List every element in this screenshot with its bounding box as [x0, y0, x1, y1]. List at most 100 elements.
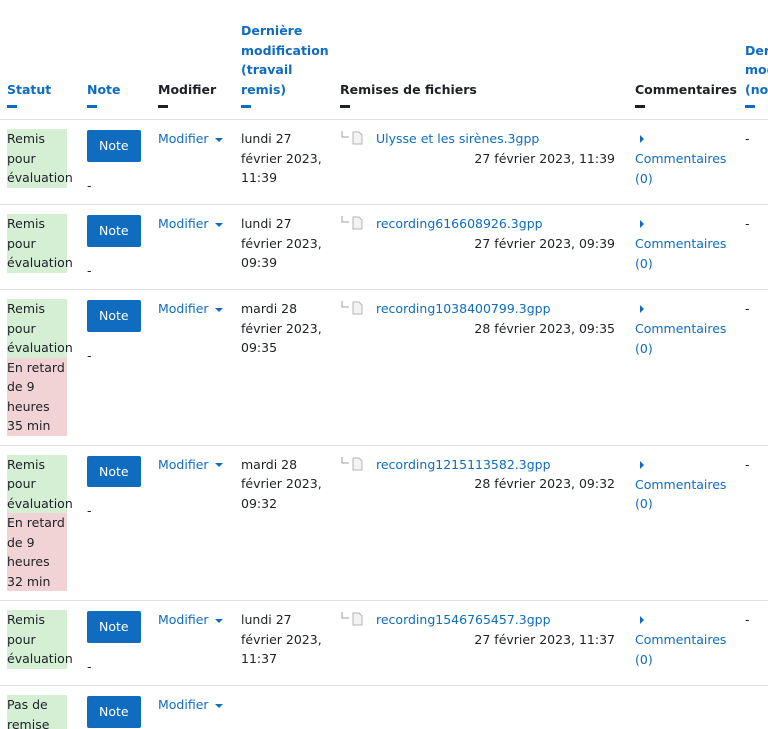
modified-date: lundi 27 février 2023, 11:37 — [241, 612, 322, 666]
grade-cell: Note - — [80, 289, 151, 446]
files-cell: recording616608926.3gpp 27 février 2023, … — [333, 204, 628, 290]
collapse-icon[interactable] — [340, 105, 350, 108]
edit-menu[interactable]: Modifier — [158, 697, 209, 712]
caret — [214, 222, 223, 227]
grade-button[interactable]: Note — [87, 215, 141, 247]
submission-row: Remis pour évaluation Note - Modifier lundi … — [0, 204, 768, 290]
expand-icon[interactable] — [640, 135, 644, 143]
status-cell: Remis pour évaluation En retard de 9 heur… — [0, 289, 80, 446]
comments-cell: Commentaires (0) — [628, 445, 738, 601]
collapse-icon[interactable] — [745, 105, 755, 108]
modified-cell: lundi 27 février 2023, 11:39 — [234, 119, 333, 205]
grade-cell: Note - — [80, 445, 151, 601]
file-link[interactable]: recording1038400799.3gpp — [376, 301, 551, 316]
comments-link[interactable]: Commentaires (0) — [635, 236, 727, 271]
edit-menu[interactable]: Modifier — [158, 612, 209, 627]
comments-link[interactable]: Commentaires (0) — [635, 476, 727, 512]
grade-button[interactable]: Note — [87, 611, 141, 643]
edit-menu[interactable]: Modifier — [158, 216, 209, 231]
column-header: Statut — [0, 0, 80, 120]
grade-modified: - — [745, 301, 750, 316]
comments-cell: Commentaires (0) — [628, 119, 738, 205]
files-cell — [333, 685, 628, 729]
submission-row: Pas de remise Note Modifier — [0, 685, 768, 729]
file-link[interactable]: recording1546765457.3gpp — [376, 612, 551, 627]
grade-cell: Note — [80, 685, 151, 729]
status-cell: Remis pour évaluation — [0, 600, 80, 686]
collapse-icon[interactable] — [7, 105, 17, 108]
status: Pas de remise — [7, 695, 67, 729]
status: Remis pour évaluation — [7, 214, 73, 273]
edit-menu[interactable]: Modifier — [158, 131, 209, 146]
collapse-icon[interactable] — [158, 105, 168, 108]
edit-menu[interactable]: Modifier — [158, 456, 209, 472]
collapse-icon[interactable] — [87, 105, 97, 108]
edit-menu[interactable]: Modifier — [158, 301, 209, 316]
grade-modified-cell: - — [738, 445, 768, 601]
header-label: Remises de fichiers — [340, 81, 477, 97]
expand-icon[interactable] — [640, 220, 644, 228]
header-label[interactable]: Note — [87, 81, 121, 97]
modified-cell: lundi 27 février 2023, 09:39 — [234, 204, 333, 290]
caret — [214, 463, 223, 467]
modified-cell: lundi 27 février 2023, 11:37 — [234, 600, 333, 686]
file-icon — [340, 456, 366, 471]
grade-modified-cell: - — [738, 289, 768, 446]
grade-modified-cell — [738, 685, 768, 729]
comments-cell: Commentaires (0) — [628, 289, 738, 446]
caret — [214, 618, 223, 623]
grade-modified: - — [745, 216, 750, 231]
modified-date: mardi 28 février 2023, 09:32 — [241, 456, 322, 511]
grade-modified: - — [745, 456, 750, 472]
header-label: Commentaires — [635, 81, 737, 97]
grade-modified: - — [745, 131, 750, 146]
header-label[interactable]: Statut — [7, 81, 52, 97]
table-body: Remis pour évaluation Note - Modifier lundi … — [0, 119, 768, 729]
comments-link[interactable]: Commentaires (0) — [635, 151, 727, 186]
grade-modified-cell: - — [738, 600, 768, 686]
file-link[interactable]: Ulysse et les sirènes.3gpp — [376, 131, 540, 146]
grade-button[interactable]: Note — [87, 300, 141, 332]
header-label[interactable]: Dernière modification (travail remis) — [241, 23, 329, 97]
files-cell: recording1038400799.3gpp 28 février 2023,… — [333, 289, 628, 446]
modified-date: lundi 27 février 2023, 11:39 — [241, 131, 322, 185]
submission-row: Remis pour évaluation En retard de 9 heur… — [0, 445, 768, 601]
file-item: recording1546765457.3gpp — [340, 610, 628, 630]
file-link[interactable]: recording1215113582.3gpp — [376, 456, 551, 472]
status-cell: Remis pour évaluation — [0, 119, 80, 205]
edit-cell: Modifier — [151, 204, 234, 290]
files-cell: Ulysse et les sirènes.3gpp 27 février 202… — [333, 119, 628, 205]
status: Remis pour évaluation — [7, 610, 73, 669]
column-header: Remises de fichiers — [333, 0, 628, 120]
collapse-icon[interactable] — [241, 105, 251, 108]
edit-cell: Modifier — [151, 289, 234, 446]
file-link[interactable]: recording616608926.3gpp — [376, 216, 543, 231]
grade-modified-cell: - — [738, 204, 768, 290]
expand-icon[interactable] — [640, 460, 644, 469]
file-icon — [340, 612, 366, 626]
header-label[interactable]: Dernière modification (note) — [745, 42, 768, 97]
grade-button[interactable]: Note — [87, 130, 141, 162]
file-item: recording616608926.3gpp — [340, 214, 628, 234]
modified-date: mardi 28 février 2023, 09:35 — [241, 301, 322, 355]
grade-button[interactable]: Note — [87, 696, 141, 728]
file-icon-svg — [341, 216, 363, 230]
grade-button[interactable]: Note — [87, 455, 141, 487]
status: Remis pour évaluation — [7, 454, 73, 513]
collapse-icon[interactable] — [635, 105, 645, 108]
file-date: 27 février 2023, 11:37 — [474, 631, 615, 647]
file-date: 27 février 2023, 11:39 — [474, 150, 615, 166]
edit-cell: Modifier — [151, 445, 234, 601]
edit-cell: Modifier — [151, 685, 234, 729]
expand-icon[interactable] — [640, 305, 644, 313]
submission-row: Remis pour évaluation En retard de 9 heur… — [0, 289, 768, 446]
expand-icon[interactable] — [640, 616, 644, 624]
comments-link[interactable]: Commentaires (0) — [635, 321, 727, 356]
modified-date: lundi 27 février 2023, 09:39 — [241, 216, 322, 270]
file-icon — [340, 131, 366, 145]
comments-link[interactable]: Commentaires (0) — [635, 632, 727, 667]
grade: - — [87, 177, 92, 193]
late-status: En retard de 9 heures 32 min — [7, 513, 67, 591]
